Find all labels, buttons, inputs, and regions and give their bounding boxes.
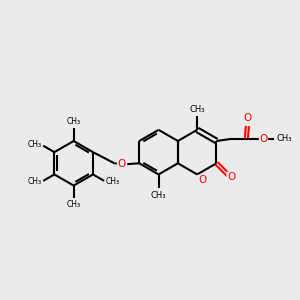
Text: CH₃: CH₃ <box>151 191 166 200</box>
Text: O: O <box>243 113 251 123</box>
Text: CH₃: CH₃ <box>28 177 42 186</box>
Text: O: O <box>227 172 235 182</box>
Text: CH₃: CH₃ <box>67 200 81 209</box>
Text: CH₃: CH₃ <box>276 134 292 143</box>
Text: O: O <box>259 134 268 144</box>
Text: O: O <box>117 159 126 169</box>
Text: CH₃: CH₃ <box>106 177 120 186</box>
Text: CH₃: CH₃ <box>189 105 205 114</box>
Text: CH₃: CH₃ <box>67 117 81 126</box>
Text: O: O <box>198 175 206 185</box>
Text: CH₃: CH₃ <box>28 140 42 149</box>
